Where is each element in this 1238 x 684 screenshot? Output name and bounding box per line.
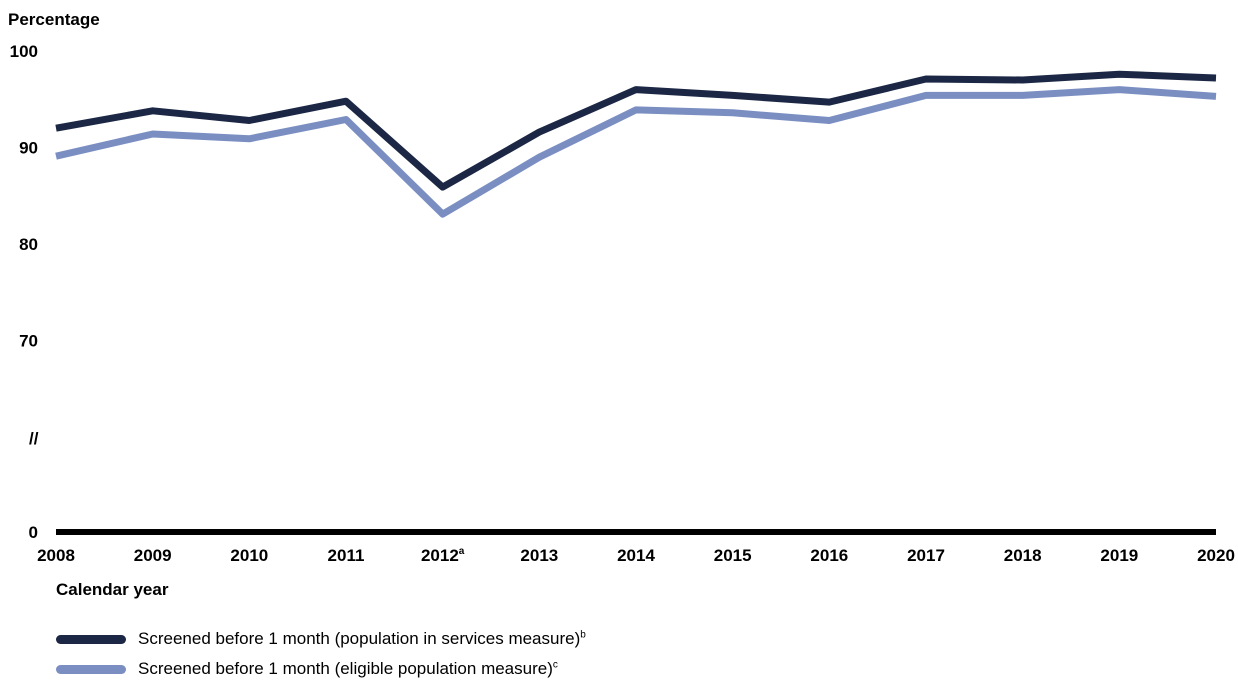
x-tick-label: 2009 bbox=[134, 546, 172, 565]
y-tick-label: 0 bbox=[29, 523, 38, 542]
legend-swatch-services bbox=[56, 635, 126, 644]
legend-label-services: Screened before 1 month (population in s… bbox=[138, 629, 586, 649]
axis-break-marker: // bbox=[29, 429, 39, 448]
x-tick-label: 2020 bbox=[1197, 546, 1235, 565]
legend-item-services: Screened before 1 month (population in s… bbox=[56, 624, 586, 654]
x-tick-label: 2008 bbox=[37, 546, 75, 565]
y-tick-label: 70 bbox=[19, 332, 38, 351]
x-tick-label: 2011 bbox=[328, 546, 365, 565]
x-tick-label: 2014 bbox=[617, 546, 655, 565]
x-tick-label: 2019 bbox=[1100, 546, 1138, 565]
x-axis-title: Calendar year bbox=[56, 580, 169, 599]
x-tick-label: 2018 bbox=[1004, 546, 1042, 565]
y-tick-label: 80 bbox=[19, 235, 38, 254]
series-line-1 bbox=[56, 90, 1216, 215]
x-tick-label: 2013 bbox=[520, 546, 558, 565]
series-lines bbox=[56, 74, 1216, 214]
legend: Screened before 1 month (population in s… bbox=[56, 624, 586, 684]
line-chart: Percentage 100 90 80 70 0 // 2008 2009 2010 201… bbox=[0, 0, 1238, 620]
x-axis-ticks: 2008 2009 2010 2011 2012a 2013 2014 2015 2016 201… bbox=[37, 546, 1235, 565]
y-tick-label: 100 bbox=[10, 42, 38, 61]
legend-label-eligible: Screened before 1 month (eligible popula… bbox=[138, 659, 558, 679]
x-tick-label: 2015 bbox=[714, 546, 752, 565]
legend-swatch-eligible bbox=[56, 665, 126, 674]
x-tick-label: 2012a bbox=[421, 546, 465, 565]
y-tick-label: 90 bbox=[19, 139, 38, 158]
y-axis-title: Percentage bbox=[8, 10, 100, 29]
x-tick-label: 2017 bbox=[907, 546, 945, 565]
x-tick-superscript: a bbox=[459, 546, 465, 557]
y-axis-ticks: 100 90 80 70 0 bbox=[10, 42, 38, 542]
legend-item-eligible: Screened before 1 month (eligible popula… bbox=[56, 654, 586, 684]
x-tick-label: 2016 bbox=[810, 546, 848, 565]
x-tick-label: 2010 bbox=[230, 546, 268, 565]
